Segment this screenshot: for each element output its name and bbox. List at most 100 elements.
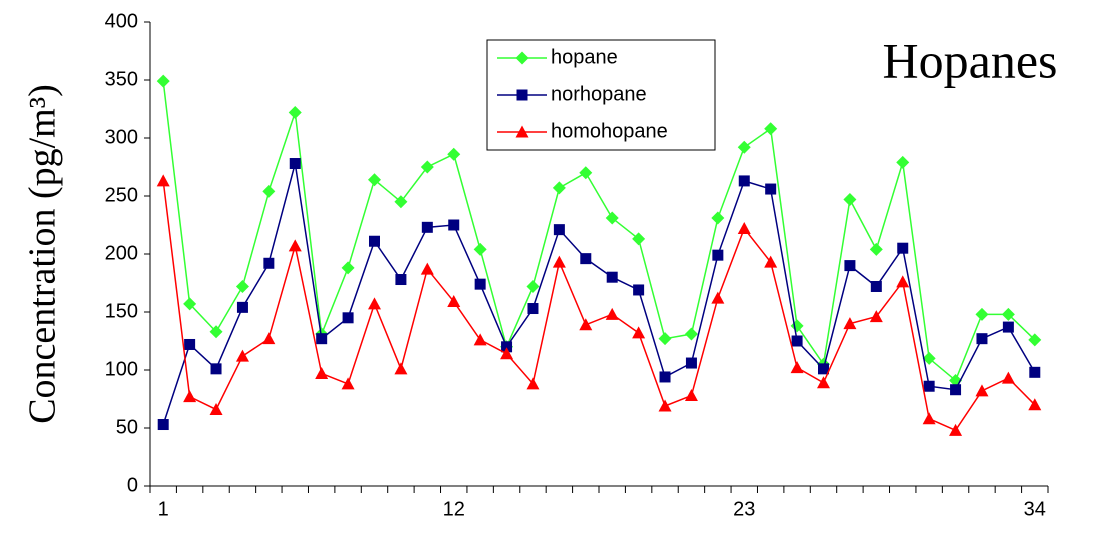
marker xyxy=(527,303,539,315)
marker xyxy=(1002,321,1014,333)
marker xyxy=(896,155,910,169)
marker xyxy=(341,261,355,275)
marker xyxy=(976,333,988,345)
y-tick-label: 50 xyxy=(116,416,138,438)
marker xyxy=(262,332,276,345)
marker xyxy=(183,297,197,311)
marker xyxy=(341,377,355,390)
x-tick-label: 23 xyxy=(733,498,755,520)
marker xyxy=(183,390,197,403)
marker xyxy=(843,192,857,206)
marker xyxy=(922,351,936,365)
y-tick-label: 400 xyxy=(105,10,138,32)
marker xyxy=(316,333,328,345)
marker xyxy=(342,312,354,324)
marker xyxy=(209,325,223,339)
marker xyxy=(790,361,804,374)
marker xyxy=(420,262,434,275)
marker xyxy=(870,280,882,292)
marker xyxy=(552,255,566,268)
marker xyxy=(923,380,935,392)
marker xyxy=(1001,307,1015,321)
marker xyxy=(975,384,989,397)
marker xyxy=(235,349,249,362)
marker xyxy=(473,333,487,346)
marker xyxy=(922,412,936,425)
marker xyxy=(526,377,540,390)
marker xyxy=(262,184,276,198)
marker xyxy=(579,166,593,180)
marker xyxy=(896,275,910,288)
marker xyxy=(552,181,566,195)
legend-label: norhopane xyxy=(551,83,647,105)
series-line xyxy=(162,180,1036,432)
marker xyxy=(711,291,725,304)
marker xyxy=(869,310,883,323)
marker xyxy=(658,399,672,412)
legend-marker xyxy=(516,89,528,101)
x-tick-label: 34 xyxy=(1024,498,1046,520)
marker xyxy=(606,271,618,283)
marker xyxy=(1001,371,1015,384)
y-tick-label: 300 xyxy=(105,126,138,148)
marker xyxy=(605,211,619,225)
marker xyxy=(288,105,302,119)
marker xyxy=(473,242,487,256)
marker xyxy=(712,249,724,261)
marker xyxy=(633,284,645,296)
marker xyxy=(289,158,301,170)
marker xyxy=(156,174,170,187)
marker xyxy=(605,307,619,320)
marker xyxy=(897,242,909,254)
marker xyxy=(368,297,381,310)
marker xyxy=(420,160,434,174)
marker xyxy=(448,219,460,231)
y-tick-label: 200 xyxy=(105,242,138,264)
y-tick-label: 0 xyxy=(127,474,138,496)
marker xyxy=(395,274,407,286)
series-line xyxy=(162,81,1036,382)
chart-title: Hopanes xyxy=(883,32,1058,88)
marker xyxy=(790,319,804,333)
marker xyxy=(711,211,725,225)
marker xyxy=(288,239,302,252)
marker xyxy=(368,173,381,187)
marker xyxy=(500,347,514,360)
marker xyxy=(818,363,829,375)
marker xyxy=(949,423,963,436)
marker xyxy=(844,260,856,272)
marker xyxy=(474,278,486,290)
x-tick-label: 12 xyxy=(443,498,465,520)
marker xyxy=(1029,366,1041,378)
marker xyxy=(843,317,857,330)
marker xyxy=(263,257,275,269)
marker xyxy=(210,363,222,375)
marker xyxy=(764,122,778,136)
marker xyxy=(209,402,223,415)
x-tick-label: 1 xyxy=(158,498,169,520)
marker xyxy=(447,295,461,308)
marker xyxy=(579,318,593,331)
marker xyxy=(394,195,408,209)
marker xyxy=(659,371,671,383)
marker xyxy=(421,221,433,233)
marker xyxy=(632,326,646,339)
marker xyxy=(1028,398,1042,411)
y-tick-label: 150 xyxy=(105,300,138,322)
legend-marker xyxy=(515,125,529,138)
marker xyxy=(975,307,989,321)
marker xyxy=(394,362,408,375)
marker xyxy=(501,341,513,353)
marker xyxy=(658,332,672,346)
y-tick-label: 100 xyxy=(105,358,138,380)
marker xyxy=(235,279,249,293)
marker xyxy=(737,221,751,234)
y-tick-label: 350 xyxy=(105,68,138,90)
marker xyxy=(447,147,461,161)
marker xyxy=(315,366,329,379)
marker xyxy=(764,255,778,268)
marker xyxy=(738,175,750,187)
marker xyxy=(580,253,592,265)
marker xyxy=(156,74,170,88)
